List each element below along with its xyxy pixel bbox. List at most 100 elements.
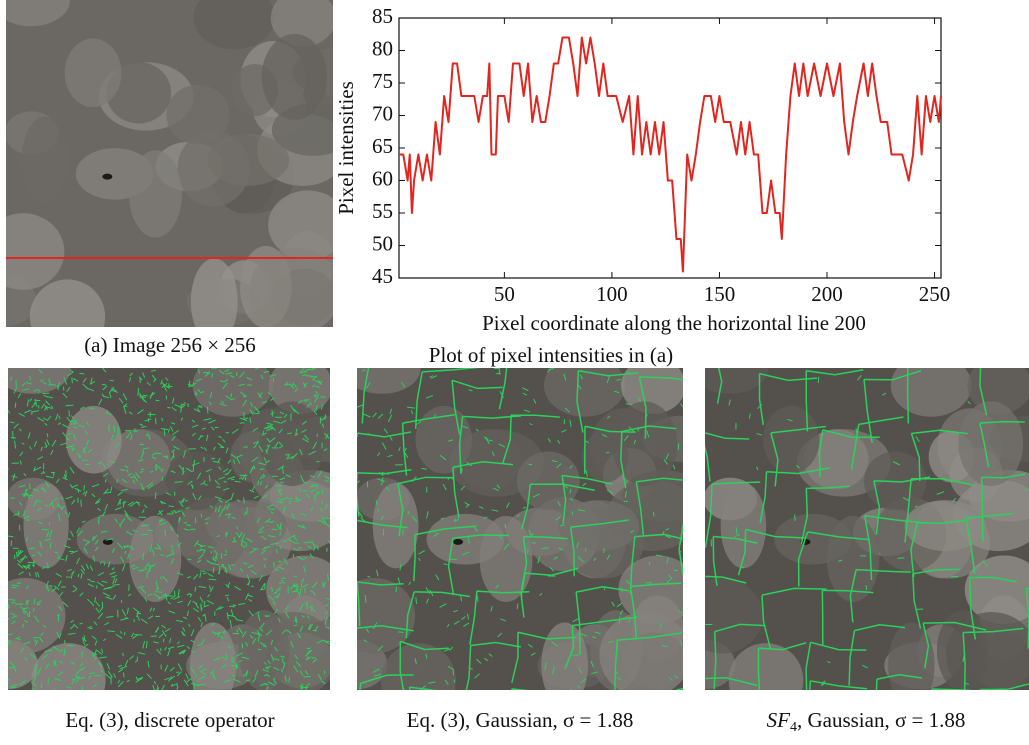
edge-dash	[305, 375, 313, 377]
edge-dash	[281, 629, 287, 635]
edge-dash	[84, 430, 88, 435]
edge-dash	[160, 500, 167, 505]
edge-dash	[221, 563, 225, 569]
grain-boundary	[413, 534, 416, 582]
edge-dash	[211, 373, 214, 378]
edge-dash	[443, 563, 448, 566]
edge-dash	[246, 376, 253, 381]
edge-dash	[71, 484, 79, 488]
grain-boundary	[696, 596, 697, 639]
edge-dash	[668, 677, 673, 681]
grain-boundary	[357, 581, 404, 586]
edge-dash	[62, 431, 68, 439]
edge-dash	[24, 488, 29, 492]
edge-dash	[404, 452, 409, 458]
edge-dash	[37, 551, 43, 557]
edge-dash	[273, 601, 276, 606]
edge-dash	[192, 492, 197, 500]
edge-dash	[267, 681, 276, 686]
edge-dash	[234, 585, 242, 591]
edge-dash	[121, 609, 127, 617]
edge-dash	[50, 449, 54, 456]
edge-dash	[26, 564, 31, 567]
edge-dash	[266, 437, 271, 443]
edge-dash	[52, 645, 60, 651]
edge-dash	[551, 666, 555, 675]
edge-dash	[498, 443, 506, 448]
edge-dash	[46, 433, 49, 438]
edge-dash	[476, 658, 482, 664]
edge-dash	[147, 433, 151, 441]
edge-dash	[558, 547, 564, 551]
edge-dash	[291, 513, 296, 520]
edge-dash	[303, 382, 308, 388]
grain	[270, 0, 333, 47]
edge-dash	[283, 506, 286, 514]
edge-dash	[218, 369, 225, 375]
y-tick-label: 75	[372, 69, 393, 93]
edge-dash	[267, 391, 272, 396]
grain	[479, 515, 533, 602]
edge-dash	[29, 653, 37, 659]
edge-dash	[21, 493, 26, 497]
edge-dash	[449, 646, 454, 651]
edge-dash	[199, 572, 202, 579]
edge-dash	[442, 483, 447, 491]
edge-dash	[167, 648, 171, 657]
edge-dash	[10, 683, 18, 687]
edge-dash	[425, 395, 434, 399]
edge-dash	[322, 581, 326, 589]
edge-dash	[143, 394, 148, 397]
edge-dash	[218, 476, 225, 480]
edge-dash	[498, 368, 501, 375]
edge-dash	[239, 371, 245, 378]
edge-dash	[73, 426, 78, 429]
edge-dash	[266, 427, 274, 432]
edge-dash	[247, 580, 251, 586]
edge-dash	[71, 676, 80, 681]
edge-dash	[129, 655, 135, 660]
edge-dash	[257, 629, 260, 636]
edge-dash	[101, 383, 107, 386]
edge-dash	[79, 406, 85, 410]
edge-dash	[70, 619, 74, 623]
edge-dash	[358, 511, 364, 518]
edge-dash	[20, 647, 25, 653]
grain	[543, 368, 626, 417]
edge-dash	[485, 436, 490, 445]
edge-dash	[238, 602, 246, 606]
grain-boundary	[357, 472, 360, 517]
grain-boundary	[345, 629, 350, 687]
edge-dash	[158, 510, 163, 516]
edge-dash	[735, 527, 738, 535]
grain-boundary	[614, 640, 619, 690]
edge-dash	[322, 521, 326, 525]
grain-boundary	[716, 368, 723, 404]
edge-dash	[137, 388, 140, 396]
edge-dash	[263, 674, 269, 677]
edge-dash	[86, 421, 89, 426]
edge-dash	[680, 403, 683, 408]
edge-dash	[115, 434, 119, 438]
edge-dash	[236, 526, 239, 530]
edge-dash	[572, 617, 579, 623]
edge-dash	[314, 491, 319, 498]
grain-boundary	[636, 477, 683, 483]
edge-dash	[53, 585, 60, 591]
edge-dash	[117, 668, 124, 673]
edge-dash	[252, 638, 257, 645]
edge-dash	[227, 459, 232, 464]
edge-dash	[292, 542, 300, 544]
edge-dash	[326, 476, 330, 480]
edge-dash	[309, 401, 313, 406]
edge-dash	[26, 399, 30, 407]
edge-dash	[440, 517, 445, 520]
edge-dash	[468, 389, 473, 392]
edge-dash	[112, 577, 116, 585]
edge-dash	[86, 387, 95, 392]
edge-dash	[199, 668, 207, 673]
edge-dash	[207, 573, 214, 577]
grain-boundary	[690, 420, 695, 480]
edge-dash	[168, 610, 176, 614]
edge-dash	[278, 428, 283, 434]
